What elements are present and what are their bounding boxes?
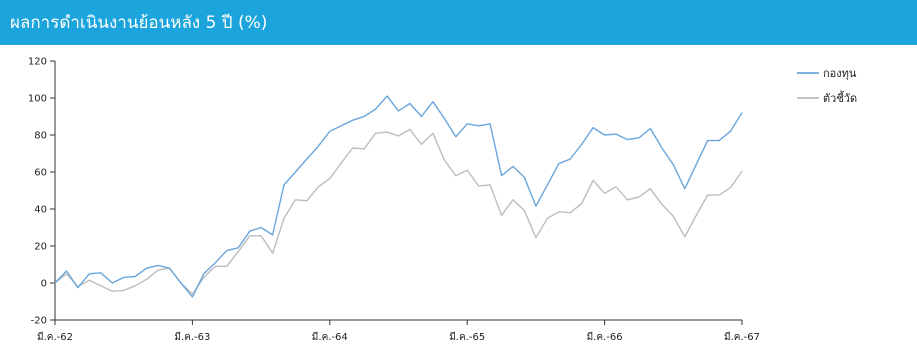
legend: กองทุนตัวชี้วัด bbox=[797, 67, 857, 105]
y-tick-label: -20 bbox=[31, 316, 47, 327]
y-tick-label: 120 bbox=[28, 57, 47, 68]
chart-header: ผลการดำเนินงานย้อนหลัง 5 ปี (%) bbox=[0, 0, 917, 45]
y-tick-label: 80 bbox=[34, 131, 47, 142]
y-axis: -20 0 20 40 60 80 100 120 bbox=[28, 57, 56, 327]
x-tick-label: มี.ค.-64 bbox=[312, 331, 348, 343]
chart-title: ผลการดำเนินงานย้อนหลัง 5 ปี (%) bbox=[10, 13, 268, 33]
y-tick-label: 20 bbox=[34, 242, 47, 253]
x-tick-label: มี.ค.-62 bbox=[37, 331, 73, 343]
x-tick-label: มี.ค.-67 bbox=[724, 331, 760, 343]
legend-label: กองทุน bbox=[823, 67, 857, 80]
y-tick-label: 100 bbox=[28, 94, 47, 105]
x-tick-label: มี.ค.-66 bbox=[587, 331, 623, 343]
series-line-benchmark bbox=[54, 128, 743, 295]
x-tick-label: มี.ค.-65 bbox=[449, 331, 485, 343]
y-tick-label: 40 bbox=[34, 205, 47, 216]
x-ticks: มี.ค.-62 มี.ค.-63 มี.ค.-64 มี.ค.-65 มี.ค.-66… bbox=[37, 320, 760, 343]
series-line-fund bbox=[54, 95, 743, 298]
plot-area bbox=[54, 95, 743, 298]
legend-label: ตัวชี้วัด bbox=[823, 90, 857, 105]
x-axis: มี.ค.-62 มี.ค.-63 มี.ค.-64 มี.ค.-65 มี.ค.-66… bbox=[37, 319, 760, 343]
x-tick-label: มี.ค.-63 bbox=[174, 331, 210, 343]
y-ticks: -20 0 20 40 60 80 100 120 bbox=[28, 57, 55, 327]
y-tick-label: 60 bbox=[34, 168, 47, 179]
y-tick-label: 0 bbox=[41, 279, 47, 290]
